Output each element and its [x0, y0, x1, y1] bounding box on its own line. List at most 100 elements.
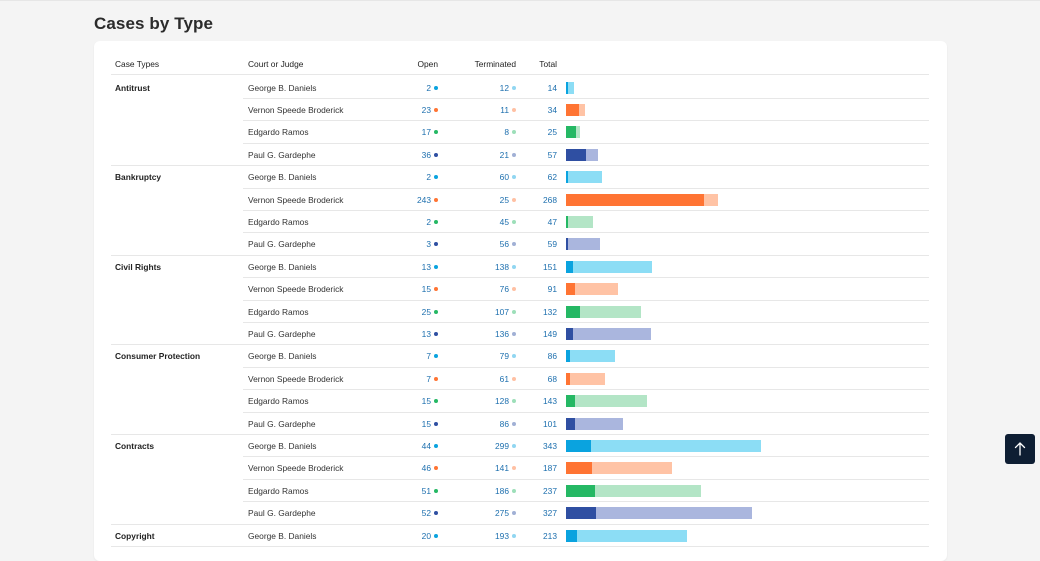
open-count[interactable]: 3	[394, 239, 438, 249]
open-count[interactable]: 13	[394, 329, 438, 339]
terminated-count[interactable]: 138	[470, 262, 516, 272]
terminated-count[interactable]: 141	[470, 463, 516, 473]
total-count[interactable]: 132	[543, 306, 557, 317]
terminated-count[interactable]: 86	[470, 419, 516, 429]
open-count[interactable]: 2	[394, 83, 438, 93]
open-count[interactable]: 44	[394, 441, 438, 451]
open-count[interactable]: 46	[394, 463, 438, 473]
terminated-count[interactable]: 21	[470, 150, 516, 160]
judge-name: Paul G. Gardephe	[248, 508, 316, 519]
terminated-dot	[512, 421, 516, 426]
terminated-count[interactable]: 25	[470, 195, 516, 205]
open-count[interactable]: 243	[394, 195, 438, 205]
total-count[interactable]: 187	[543, 463, 557, 474]
terminated-count[interactable]: 12	[470, 83, 516, 93]
judge-name: Edgardo Ramos	[248, 306, 309, 317]
open-count[interactable]: 51	[394, 486, 438, 496]
terminated-count[interactable]: 299	[470, 441, 516, 451]
total-count[interactable]: 91	[547, 284, 557, 295]
open-count[interactable]: 2	[394, 217, 438, 227]
total-count[interactable]: 143	[543, 396, 557, 407]
open-dot	[434, 175, 438, 180]
arrow-up-icon	[1014, 442, 1026, 456]
open-count[interactable]: 2	[394, 172, 438, 182]
total-count[interactable]: 86	[547, 351, 557, 362]
total-count[interactable]: 237	[543, 485, 557, 496]
open-value: 7	[426, 351, 431, 362]
total-count[interactable]: 151	[543, 261, 557, 272]
terminated-count[interactable]: 61	[470, 374, 516, 384]
terminated-count[interactable]: 107	[470, 307, 516, 317]
open-count[interactable]: 36	[394, 150, 438, 160]
judge-name: Edgardo Ramos	[248, 485, 309, 496]
terminated-count[interactable]: 76	[470, 284, 516, 294]
bar-open-segment	[566, 484, 596, 497]
total-count[interactable]: 57	[547, 149, 557, 160]
bar-terminated-segment	[575, 126, 581, 139]
terminated-dot	[512, 354, 516, 359]
total-count[interactable]: 34	[547, 104, 557, 115]
terminated-dot	[512, 466, 516, 471]
header-terminated: Terminated	[474, 59, 516, 69]
terminated-count[interactable]: 60	[470, 172, 516, 182]
open-count[interactable]: 52	[394, 508, 438, 518]
scroll-to-top-button[interactable]	[1005, 434, 1035, 464]
terminated-count[interactable]: 136	[470, 329, 516, 339]
terminated-count[interactable]: 8	[470, 127, 516, 137]
row-divider	[111, 254, 929, 256]
row-divider	[111, 523, 929, 525]
bar-terminated-segment	[592, 462, 673, 475]
total-count[interactable]: 149	[543, 328, 557, 339]
open-count[interactable]: 7	[394, 351, 438, 361]
open-count[interactable]: 17	[394, 127, 438, 137]
header-total: Total	[539, 59, 557, 69]
open-count[interactable]: 23	[394, 105, 438, 115]
total-count[interactable]: 25	[547, 127, 557, 138]
open-count[interactable]: 15	[394, 396, 438, 406]
open-count[interactable]: 15	[394, 419, 438, 429]
judge-name: Edgardo Ramos	[248, 127, 309, 138]
open-value: 15	[421, 284, 431, 295]
total-count[interactable]: 213	[543, 530, 557, 541]
judge-name: Paul G. Gardephe	[248, 149, 316, 160]
bar-terminated-segment	[573, 260, 652, 273]
terminated-count[interactable]: 275	[470, 508, 516, 518]
terminated-count[interactable]: 79	[470, 351, 516, 361]
total-count[interactable]: 327	[543, 508, 557, 519]
row-divider	[243, 277, 929, 279]
total-count[interactable]: 59	[547, 239, 557, 250]
total-count[interactable]: 62	[547, 172, 557, 183]
bar-open-segment	[566, 395, 575, 408]
total-count[interactable]: 268	[543, 194, 557, 205]
total-count[interactable]: 68	[547, 373, 557, 384]
open-count[interactable]: 20	[394, 531, 438, 541]
terminated-count[interactable]: 45	[470, 217, 516, 227]
open-dot	[434, 331, 438, 336]
terminated-count[interactable]: 11	[470, 105, 516, 115]
terminated-count[interactable]: 56	[470, 239, 516, 249]
open-dot	[434, 197, 438, 202]
terminated-value: 138	[495, 261, 509, 272]
open-count[interactable]: 25	[394, 307, 438, 317]
open-dot	[434, 309, 438, 314]
bar-open-segment	[566, 81, 568, 94]
open-dot	[434, 152, 438, 157]
terminated-dot	[512, 488, 516, 493]
bar-open-segment	[566, 305, 581, 318]
terminated-dot	[512, 85, 516, 90]
open-value: 46	[421, 463, 431, 474]
open-count[interactable]: 15	[394, 284, 438, 294]
open-count[interactable]: 7	[394, 374, 438, 384]
terminated-count[interactable]: 193	[470, 531, 516, 541]
terminated-count[interactable]: 128	[470, 396, 516, 406]
total-count[interactable]: 14	[547, 82, 557, 93]
total-count[interactable]: 343	[543, 440, 557, 451]
open-count[interactable]: 13	[394, 262, 438, 272]
case-type-label: Bankruptcy	[115, 172, 162, 183]
total-count[interactable]: 101	[543, 418, 557, 429]
bar-open-segment	[566, 327, 574, 340]
bar-terminated-segment	[573, 327, 651, 340]
total-count[interactable]: 47	[547, 216, 557, 227]
bar-open-segment	[566, 126, 576, 139]
terminated-count[interactable]: 186	[470, 486, 516, 496]
